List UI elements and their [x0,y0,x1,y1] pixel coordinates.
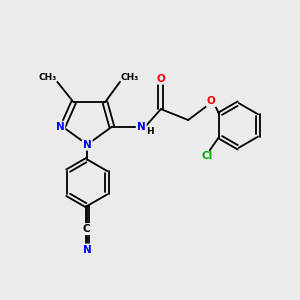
Text: O: O [207,96,216,106]
Text: CH₃: CH₃ [120,73,139,82]
Text: O: O [157,74,165,83]
Text: N: N [83,244,92,254]
Text: Cl: Cl [201,151,213,161]
Text: CH₃: CH₃ [39,73,57,82]
Text: H: H [146,127,153,136]
Text: N: N [137,122,146,132]
Text: N: N [56,122,64,132]
Text: N: N [83,140,92,149]
Text: C: C [83,224,91,234]
